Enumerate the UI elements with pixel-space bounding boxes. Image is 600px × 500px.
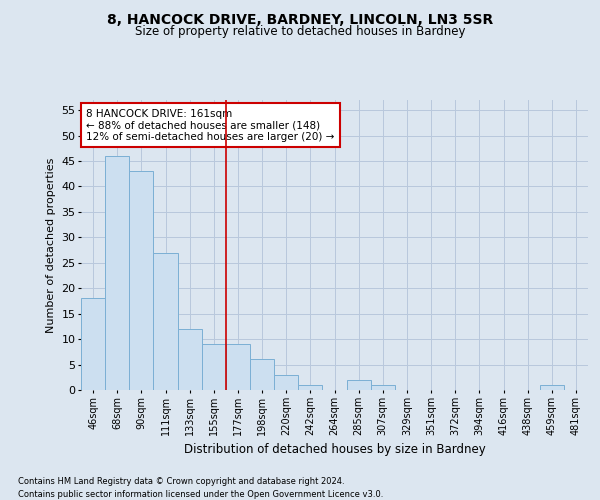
Text: 8, HANCOCK DRIVE, BARDNEY, LINCOLN, LN3 5SR: 8, HANCOCK DRIVE, BARDNEY, LINCOLN, LN3 … [107, 12, 493, 26]
Bar [371, 385, 395, 390]
Bar [226, 344, 250, 390]
X-axis label: Distribution of detached houses by size in Bardney: Distribution of detached houses by size … [184, 444, 485, 456]
Bar [202, 344, 226, 390]
Bar [154, 252, 178, 390]
Bar [178, 329, 202, 390]
Bar [105, 156, 129, 390]
Bar [81, 298, 105, 390]
Bar [274, 374, 298, 390]
Text: 8 HANCOCK DRIVE: 161sqm
← 88% of detached houses are smaller (148)
12% of semi-d: 8 HANCOCK DRIVE: 161sqm ← 88% of detache… [86, 108, 334, 142]
Bar [540, 385, 564, 390]
Bar [298, 385, 322, 390]
Text: Contains public sector information licensed under the Open Government Licence v3: Contains public sector information licen… [18, 490, 383, 499]
Bar [250, 360, 274, 390]
Text: Size of property relative to detached houses in Bardney: Size of property relative to detached ho… [135, 25, 465, 38]
Y-axis label: Number of detached properties: Number of detached properties [46, 158, 56, 332]
Text: Contains HM Land Registry data © Crown copyright and database right 2024.: Contains HM Land Registry data © Crown c… [18, 478, 344, 486]
Bar [129, 171, 154, 390]
Bar [347, 380, 371, 390]
